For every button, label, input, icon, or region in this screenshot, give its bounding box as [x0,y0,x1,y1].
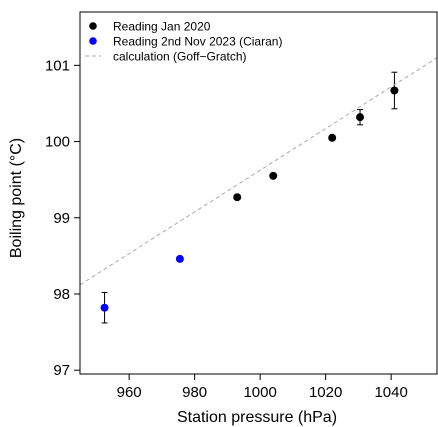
legend-label: Reading Jan 2020 [113,20,211,34]
data-point-series-0 [328,133,337,142]
y-axis-title: Boiling point (°C) [8,138,25,258]
x-tick-label: 1000 [243,384,276,401]
y-tick-label: 98 [53,286,70,303]
x-tick-label: 1040 [374,384,407,401]
data-point-series-1 [175,254,184,263]
x-axis-title: Station pressure (hPa) [177,409,337,426]
plot-frame [79,11,438,375]
legend-key-marker [89,22,97,30]
legend-label: Reading 2nd Nov 2023 (Ciaran) [113,35,282,49]
y-tick-label: 99 [53,210,70,227]
data-point-series-0 [390,86,399,95]
x-tick-label: 960 [117,384,142,401]
x-tick-label: 1020 [309,384,342,401]
y-tick-label: 100 [45,134,70,151]
y-tick-label: 101 [45,57,70,74]
data-point-series-0 [356,113,365,122]
y-tick-label: 97 [53,362,70,379]
axes: 960 980 1000 1020 1040 97 98 99 100 101 [45,11,438,401]
x-tick-label: 980 [182,384,207,401]
series-line-calculation [79,57,438,286]
legend-label: calculation (Goff−Gratch) [113,50,247,64]
legend-key-marker [89,37,97,45]
plot-area [79,57,438,324]
data-point-series-0 [233,193,242,202]
data-point-series-1 [100,303,109,312]
data-point-series-0 [269,171,278,180]
